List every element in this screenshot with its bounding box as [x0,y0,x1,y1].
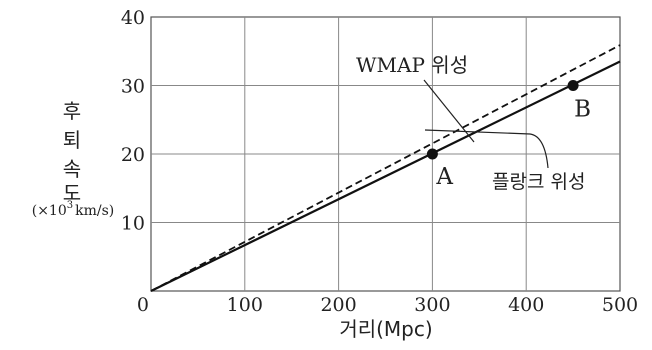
y-tick-labels: 10 20 30 40 [121,7,145,235]
data-point-label-A: A [435,164,453,190]
y-tick-label-3: 30 [121,76,145,98]
series-layer [150,44,621,292]
x-tick-label-4: 400 [508,294,544,316]
wmap-series-label: WMAP 위성 [356,53,468,77]
point-layer: AB [426,80,591,190]
y-tick-label-2: 20 [121,144,145,166]
y-tick-label-4: 40 [121,7,145,29]
wmap-leader-line [423,79,475,143]
x-tick-label-2: 200 [320,294,356,316]
planck-leader-line [424,129,549,169]
data-point-label-B: B [574,97,591,123]
x-tick-label-1: 100 [227,294,263,316]
x-tick-label-5: 500 [602,294,638,316]
data-point-B [567,80,579,91]
series-line-1 [150,60,621,292]
x-tick-label-0: 0 [137,294,149,316]
planck-series-label: 플랑크 위성 [492,171,585,193]
y-axis-unit: (×103 km/s) [32,200,115,219]
series-line-0 [150,44,621,292]
data-point-A [426,148,438,160]
x-tick-label-3: 300 [414,294,450,316]
x-axis-title: 거리(Mpc) [339,317,432,341]
y-tick-label-1: 10 [121,213,145,235]
x-tick-labels: 0 100 200 300 400 500 [137,294,638,316]
